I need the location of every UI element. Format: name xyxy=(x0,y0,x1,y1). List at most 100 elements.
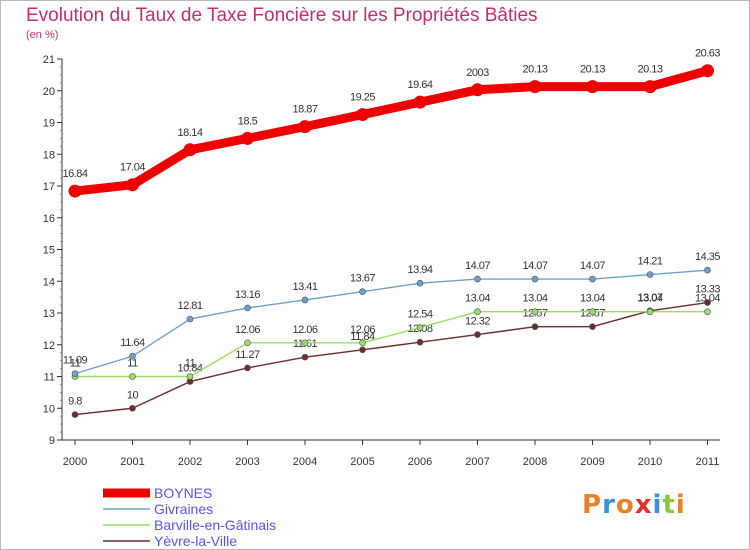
data-label: 12.06 xyxy=(292,324,317,336)
logo-letter: o xyxy=(615,490,635,520)
data-point xyxy=(471,83,484,97)
data-point xyxy=(301,339,309,347)
data-point xyxy=(474,308,481,316)
data-label: 20.13 xyxy=(637,64,662,76)
data-point xyxy=(129,404,136,412)
data-label: 13.04 xyxy=(522,293,547,305)
x-tick-label: 2001 xyxy=(120,456,144,468)
data-point xyxy=(531,323,539,330)
y-tick-label: 18 xyxy=(43,149,55,161)
y-tick-label: 14 xyxy=(43,276,55,288)
data-label: 2003 xyxy=(466,67,489,79)
data-point xyxy=(359,339,366,347)
data-label: 14.07 xyxy=(465,260,490,272)
data-point xyxy=(704,299,711,306)
x-tick-label: 2000 xyxy=(63,456,87,468)
x-tick-label: 2002 xyxy=(178,456,202,468)
data-point xyxy=(301,296,309,304)
data-point xyxy=(298,120,312,134)
data-label: 14.07 xyxy=(580,260,605,272)
data-label: 13.04 xyxy=(637,293,662,305)
data-label: 11.64 xyxy=(120,337,145,349)
data-point xyxy=(589,308,596,316)
data-label: 14.07 xyxy=(522,260,547,272)
x-tick-label: 2005 xyxy=(350,456,374,468)
data-label: 18.14 xyxy=(177,127,202,139)
data-label: 18.87 xyxy=(292,104,317,116)
chart-subtitle: (en %) xyxy=(26,29,59,41)
y-tick-label: 10 xyxy=(43,403,55,415)
x-tick-label: 2004 xyxy=(293,456,317,468)
data-label: 14.35 xyxy=(695,251,720,263)
data-point xyxy=(356,108,369,122)
data-point xyxy=(646,308,654,316)
data-label: 18.5 xyxy=(238,115,258,127)
data-point xyxy=(186,373,194,380)
data-label: 19.64 xyxy=(407,79,432,91)
data-label: 13.33 xyxy=(695,284,720,296)
data-point xyxy=(241,131,254,145)
x-tick-label: 2003 xyxy=(235,456,259,468)
data-point xyxy=(704,266,711,274)
data-point xyxy=(244,339,251,347)
y-tick-label: 21 xyxy=(43,54,55,66)
data-point xyxy=(474,275,481,283)
legend-label: Barville-en-Gâtinais xyxy=(154,517,276,533)
logo-letter: r xyxy=(602,490,616,520)
data-label: 12.32 xyxy=(465,316,490,328)
data-point xyxy=(589,323,596,330)
data-point xyxy=(531,275,539,283)
data-point xyxy=(528,80,542,94)
y-tick-label: 17 xyxy=(43,181,55,193)
series-line-barville-en-g-tinais xyxy=(74,311,709,378)
data-label: 13.04 xyxy=(695,293,720,305)
data-point xyxy=(359,288,366,296)
data-point xyxy=(643,80,657,94)
data-point xyxy=(186,315,194,323)
data-label: 11 xyxy=(70,358,81,370)
data-point xyxy=(129,373,136,380)
y-tick-label: 16 xyxy=(43,213,55,225)
data-point xyxy=(416,279,424,287)
logo-letter: t xyxy=(662,490,676,520)
chart-title: Evolution du Taux de Taxe Foncière sur l… xyxy=(26,5,538,26)
data-point xyxy=(301,353,309,361)
data-point xyxy=(183,143,197,157)
data-label: 11 xyxy=(185,358,196,370)
data-label: 11.84 xyxy=(350,331,375,343)
data-point xyxy=(68,184,82,198)
logo-letter: i xyxy=(675,490,686,520)
x-tick-label: 2009 xyxy=(580,456,604,468)
data-label: 10 xyxy=(127,389,139,401)
data-point xyxy=(701,64,714,78)
data-label: 12.06 xyxy=(350,324,375,336)
data-point xyxy=(416,338,424,346)
data-label: 13.94 xyxy=(407,264,432,276)
y-tick-label: 9 xyxy=(49,435,55,447)
data-label: 20.13 xyxy=(580,64,605,76)
y-tick-label: 13 xyxy=(43,308,55,320)
data-label: 16.84 xyxy=(62,168,87,180)
data-point xyxy=(474,331,481,338)
data-point xyxy=(704,308,711,316)
data-point xyxy=(359,346,366,354)
y-tick-label: 20 xyxy=(43,86,55,98)
logo-letter: P xyxy=(582,490,603,520)
data-point xyxy=(126,178,139,192)
data-label: 20.63 xyxy=(695,48,720,60)
data-label: 11 xyxy=(127,358,138,370)
y-tick-label: 11 xyxy=(44,372,55,384)
data-label: 13.16 xyxy=(235,289,260,301)
data-point xyxy=(244,304,251,312)
data-label: 17.04 xyxy=(120,162,145,174)
data-point xyxy=(71,370,79,377)
data-point xyxy=(646,271,654,278)
x-tick-label: 2007 xyxy=(465,456,489,468)
legend-label: Givraines xyxy=(154,501,213,517)
data-label: 19.25 xyxy=(350,92,375,104)
data-point xyxy=(531,308,539,316)
y-tick-label: 15 xyxy=(43,245,55,257)
y-tick-label: 19 xyxy=(43,118,55,130)
